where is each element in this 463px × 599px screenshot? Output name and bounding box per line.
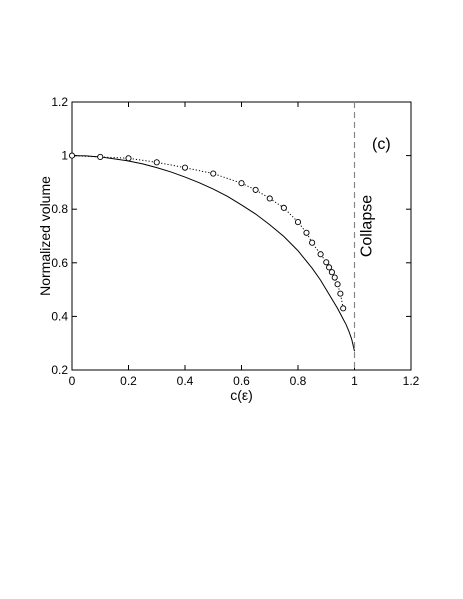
data-point [210, 170, 217, 177]
marker-group [68, 152, 347, 312]
series-line-1 [71, 155, 344, 309]
data-point [331, 274, 338, 281]
y-tick-label: 0.4 [51, 309, 68, 323]
y-tick-label: 0.8 [51, 202, 68, 216]
data-point [238, 180, 245, 187]
data-point [68, 152, 76, 159]
data-point [334, 281, 341, 288]
data-point [340, 305, 347, 312]
x-axis-title: c(ε) [230, 387, 253, 403]
x-tick-label: 1 [351, 374, 358, 388]
data-point [266, 195, 273, 202]
y-tick-label: 0.2 [51, 363, 68, 377]
data-point [323, 259, 330, 266]
data-point [303, 229, 310, 236]
data-point [326, 264, 333, 271]
data-point [294, 219, 302, 226]
panel-label: (c) [372, 136, 391, 153]
data-point [252, 186, 259, 193]
tick-group: 0 0.2 0.4 0.6 0.8 1 1.20.20.40.60.811.2 [51, 95, 419, 388]
y-tick-label: 0.6 [51, 256, 68, 270]
x-tick-label: 0.8 [290, 374, 307, 388]
data-point [309, 239, 316, 246]
series-line-0 [71, 155, 355, 352]
y-tick-label: 1.2 [51, 95, 68, 109]
y-tick-label: 1 [61, 149, 68, 163]
data-point [280, 204, 287, 211]
data-point [328, 269, 335, 276]
data-point [181, 164, 189, 171]
x-tick-label: 1.2 [403, 374, 420, 388]
collapse-label: Collapse [359, 195, 376, 257]
x-tick-label: 0.2 [120, 374, 137, 388]
data-point [125, 155, 132, 162]
x-tick-label: 0.4 [177, 374, 194, 388]
y-axis-title: Normalized volume [37, 176, 53, 296]
series-group [71, 155, 355, 352]
data-point [97, 153, 104, 160]
data-point [317, 251, 324, 258]
x-tick-label: 0 [69, 374, 76, 388]
data-point [153, 159, 160, 166]
x-tick-label: 0.6 [233, 374, 250, 388]
data-point [337, 290, 344, 297]
